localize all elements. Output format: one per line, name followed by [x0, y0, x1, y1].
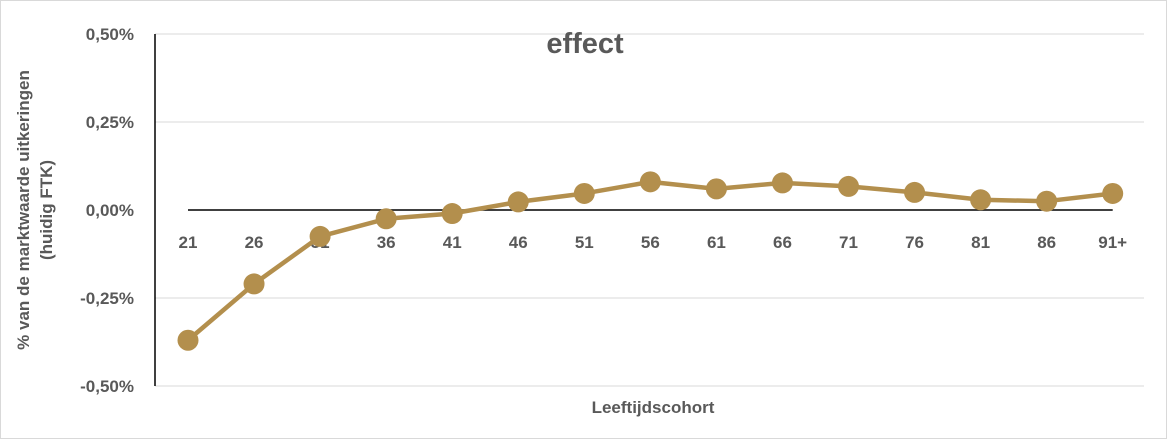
data-point: [507, 191, 529, 213]
x-tick-label: 36: [377, 233, 396, 252]
y-tick-label: 0,00%: [86, 201, 134, 220]
x-tick-label: 86: [1037, 233, 1056, 252]
x-tick-label: 91+: [1098, 233, 1127, 252]
data-point: [243, 273, 265, 295]
data-point: [177, 329, 199, 351]
x-tick-label: 56: [641, 233, 660, 252]
x-tick-label: 26: [245, 233, 264, 252]
x-tick-label: 61: [707, 233, 726, 252]
y-axis-title-line1: % van de marktwaarde uitkeringen: [14, 70, 33, 350]
data-point: [441, 203, 463, 225]
data-point: [970, 189, 992, 211]
data-point: [1036, 190, 1058, 212]
data-point: [838, 175, 859, 197]
y-axis-title-line2: (huidig FTK): [37, 160, 56, 260]
series-layer: [177, 171, 1124, 351]
data-point: [309, 225, 331, 247]
x-tick-label: 76: [905, 233, 924, 252]
x-tick-label: 41: [443, 233, 462, 252]
x-axis-title: Leeftijdscohort: [592, 398, 715, 417]
y-tick-label: -0,25%: [80, 289, 134, 308]
y-tick-label: 0,50%: [86, 25, 134, 44]
data-point: [573, 182, 595, 204]
x-tick-label: 66: [773, 233, 792, 252]
y-tick-label: -0,50%: [80, 377, 134, 396]
x-tick-label: 51: [575, 233, 594, 252]
data-point: [904, 181, 926, 203]
x-tick-label: 71: [839, 233, 858, 252]
axes: [154, 34, 1113, 386]
y-tick-labels: 0,50% 0,25% 0,00% -0,25% -0,50%: [80, 25, 134, 396]
x-tick-label: 21: [179, 233, 198, 252]
x-tick-label: 46: [509, 233, 528, 252]
data-point: [1102, 182, 1124, 204]
x-tick-label: 81: [971, 233, 990, 252]
chart-title: effect: [546, 28, 624, 60]
x-tick-labels: 212631364146515661667176818691+: [179, 233, 1128, 252]
data-point: [705, 178, 727, 200]
data-point: [639, 171, 661, 193]
y-tick-label: 0,25%: [86, 113, 134, 132]
gridlines: [155, 33, 1144, 387]
data-point: [771, 172, 793, 194]
data-point: [375, 208, 397, 230]
